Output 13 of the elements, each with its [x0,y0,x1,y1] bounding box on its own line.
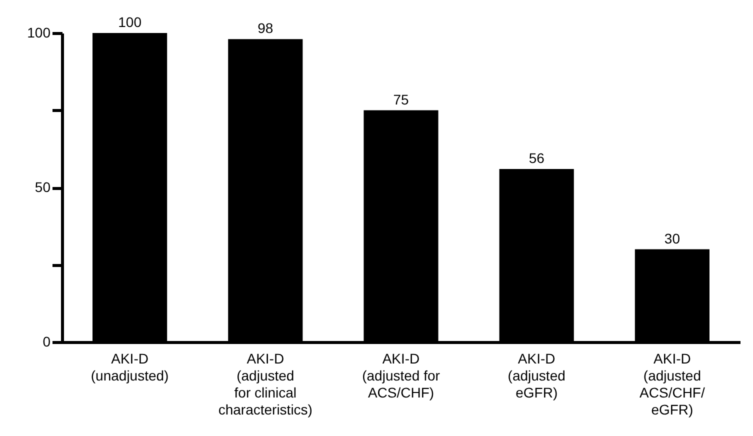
data-label: 75 [393,91,409,108]
x-tick-label: AKI-D (adjusted ACS/CHF/ eGFR) [640,350,705,418]
x-tick-label: AKI-D (unadjusted) [90,350,169,384]
data-label: 56 [528,150,545,166]
y-tick-label: 0 [42,334,51,350]
x-tick-label: AKI-D (adjusted eGFR) [508,350,566,400]
y-tick-label: 100 [27,24,51,40]
data-label: 98 [258,20,274,36]
x-tick-label: AKI-D (adjusted for ACS/CHF) [362,350,440,400]
y-tick-label: 50 [34,179,51,195]
x-tick-label: AKI-D (adjusted for clinical characteristics) [218,350,312,418]
data-label: 100 [118,14,142,30]
data-label: 30 [664,230,680,246]
